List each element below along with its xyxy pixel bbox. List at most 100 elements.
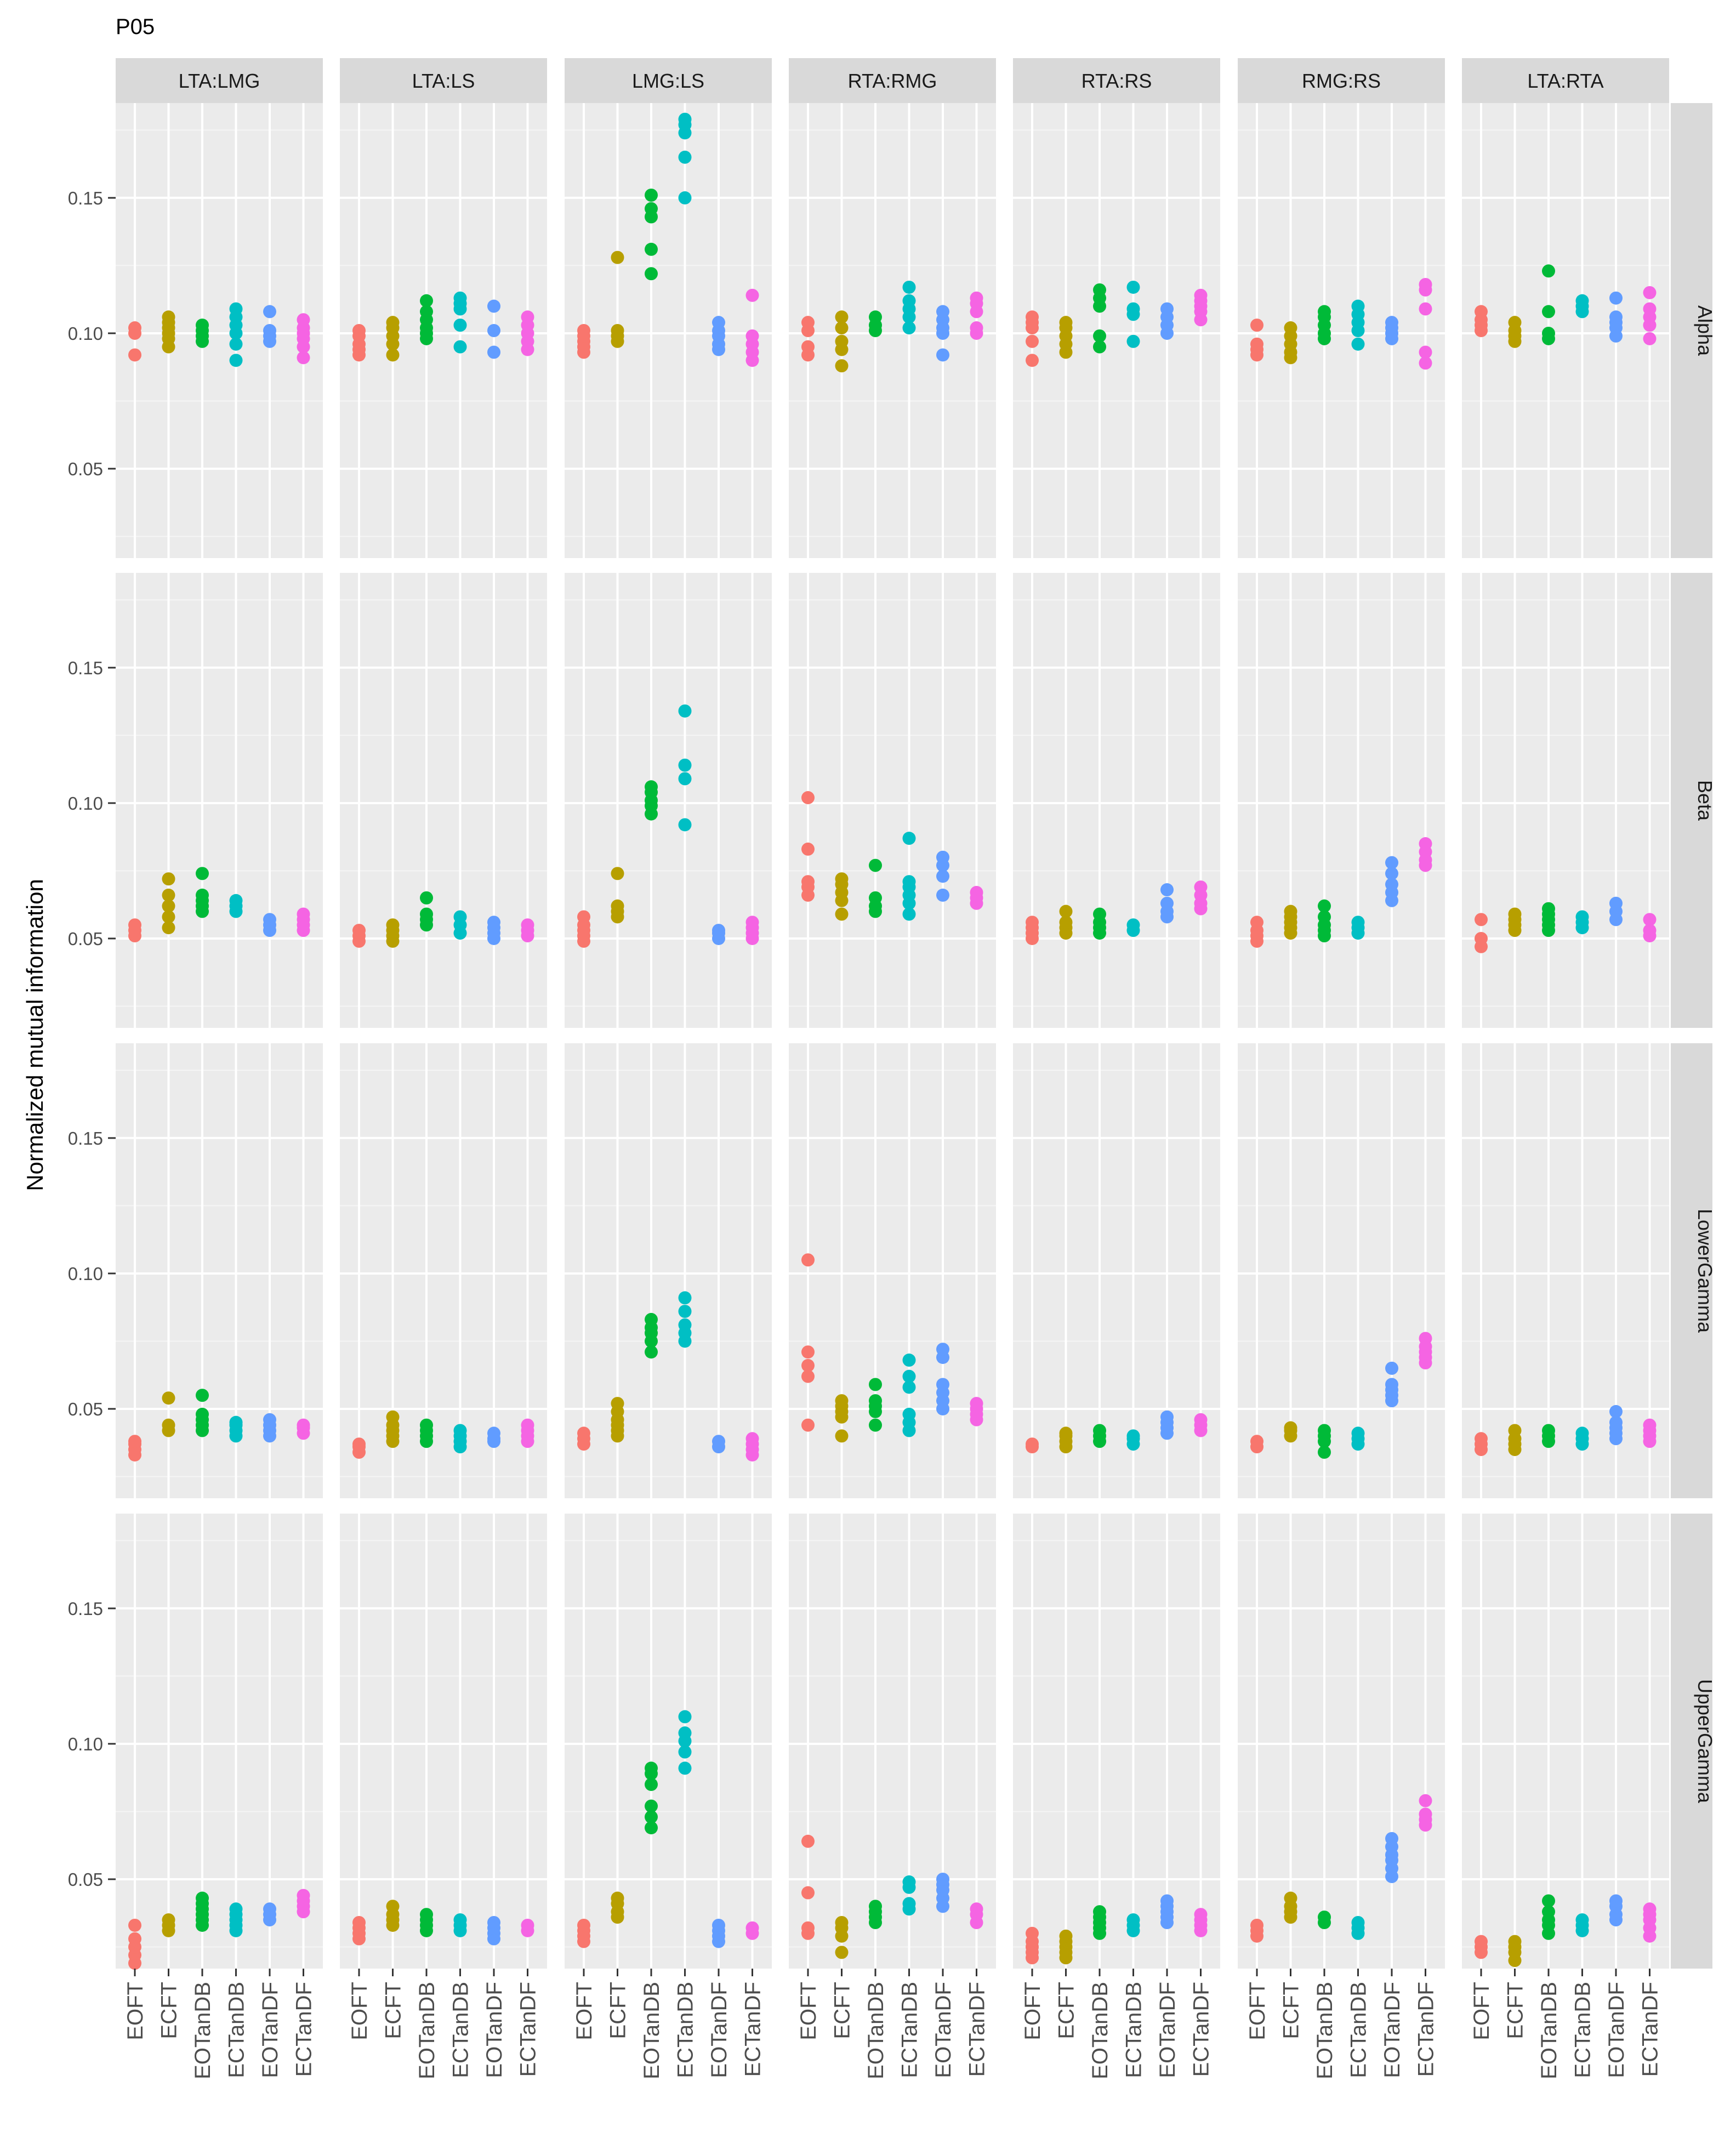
panel-alpha-rta-rmg xyxy=(789,103,996,558)
panel-lowergamma-rmg-rs xyxy=(1238,1043,1445,1498)
data-point-ectandb xyxy=(229,302,243,316)
data-point-eoft xyxy=(1250,319,1263,332)
facet-strip-lowergamma xyxy=(1671,1043,1712,1498)
data-point-eotandb xyxy=(645,1778,658,1792)
data-point-ectandf xyxy=(745,329,759,343)
data-point-eotandb xyxy=(869,1378,882,1391)
data-point-eotandb xyxy=(869,891,882,905)
data-point-eotandb xyxy=(1542,1424,1555,1437)
x-tick-label: EOFT xyxy=(796,1982,821,2040)
data-point-ectandb xyxy=(1126,334,1140,348)
data-point-eoft xyxy=(1026,916,1039,929)
data-point-eoft xyxy=(1250,1918,1263,1932)
data-point-eotandf xyxy=(1609,291,1623,305)
panel-background xyxy=(789,1043,996,1498)
data-point-ectandb xyxy=(229,354,243,367)
x-tick-label: EOTanDB xyxy=(415,1982,439,2079)
data-point-ectandb xyxy=(453,1424,467,1437)
data-point-eoft xyxy=(801,1886,815,1900)
data-point-ecft xyxy=(611,324,624,337)
data-point-eotandb xyxy=(196,1891,209,1905)
data-point-ectandb xyxy=(678,112,692,126)
x-tick-label: ECTanDF xyxy=(1189,1982,1214,2077)
data-point-ectandb xyxy=(1575,910,1589,924)
data-point-ectandf xyxy=(1419,302,1432,316)
data-point-ectandb xyxy=(678,1318,692,1332)
facet-strip-uppergamma xyxy=(1671,1514,1712,1969)
data-point-eotandb xyxy=(869,1394,882,1408)
data-point-ecft xyxy=(162,1391,175,1405)
data-point-eotandf xyxy=(263,1413,276,1426)
panel-beta-rta-rs xyxy=(1013,573,1220,1028)
data-point-eotandb xyxy=(1093,1905,1106,1919)
panel-background xyxy=(1013,1043,1220,1498)
data-point-eotandb xyxy=(1542,305,1555,319)
data-point-eotandf xyxy=(487,1916,500,1930)
data-point-ectandb xyxy=(678,818,692,832)
data-point-ectandf xyxy=(1643,913,1657,926)
data-point-ectandb xyxy=(1351,337,1365,351)
data-point-eoft xyxy=(1475,305,1488,319)
data-point-eotandf xyxy=(1385,1378,1398,1391)
data-point-ectandf xyxy=(1643,302,1657,316)
panel-background xyxy=(789,573,996,1028)
data-point-eoft xyxy=(128,1435,141,1448)
x-tick-label: EOTanDF xyxy=(258,1982,282,2078)
data-point-ectandb xyxy=(453,340,467,354)
data-point-ectandb xyxy=(1575,1913,1589,1927)
data-point-eotandf xyxy=(487,345,500,359)
data-point-ectandb xyxy=(229,894,243,907)
data-point-eoft xyxy=(1475,1432,1488,1446)
facet-strip-lmg-ls xyxy=(565,58,772,103)
panel-beta-lta-rta xyxy=(1462,573,1669,1028)
data-point-eoft xyxy=(128,321,141,335)
data-point-eotandf xyxy=(1385,878,1398,891)
data-point-eotandb xyxy=(1093,283,1106,297)
data-point-eotandf xyxy=(487,1426,500,1440)
data-point-ecft xyxy=(835,359,849,373)
data-point-ectandf xyxy=(521,1418,534,1432)
data-point-eoft xyxy=(801,1369,815,1383)
data-point-ectandb xyxy=(902,1875,916,1889)
panel-lowergamma-rta-rs xyxy=(1013,1043,1220,1498)
x-tick-label: ECTanDB xyxy=(225,1982,249,2078)
data-point-ectandf xyxy=(1194,880,1208,894)
data-point-eotandf xyxy=(1160,1894,1174,1908)
x-tick-label: EOFT xyxy=(572,1982,596,2040)
x-tick-label: ECTanDF xyxy=(292,1982,316,2077)
data-point-ectandb xyxy=(902,875,916,889)
data-point-ecft xyxy=(835,321,849,335)
data-point-eotandf xyxy=(1385,856,1398,869)
panel-background xyxy=(1462,1514,1669,1969)
data-point-eotandb xyxy=(1093,907,1106,921)
data-point-ectandb xyxy=(1126,1429,1140,1443)
panel-uppergamma-rta-rs xyxy=(1013,1514,1220,1969)
data-point-ecft xyxy=(611,867,624,880)
data-point-eotandf xyxy=(1609,1894,1623,1908)
panel-beta-rmg-rs xyxy=(1238,573,1445,1028)
data-point-eotandb xyxy=(1093,340,1106,354)
panel-beta-lta-lmg xyxy=(116,573,323,1028)
y-tick-label: 0.10 xyxy=(68,1734,103,1754)
data-point-eotandf xyxy=(263,324,276,337)
data-point-ectandf xyxy=(1419,345,1432,359)
panel-beta-lta-ls xyxy=(340,573,547,1028)
data-point-eotandb xyxy=(1093,1424,1106,1437)
data-point-eoft xyxy=(801,340,815,354)
data-point-eotandf xyxy=(936,1343,949,1356)
data-point-eotandb xyxy=(869,858,882,872)
data-point-eotandb xyxy=(420,305,433,319)
data-point-ectandf xyxy=(1194,288,1208,302)
data-point-ectandb xyxy=(902,1380,916,1394)
panel-background xyxy=(1238,103,1445,558)
data-point-ecft xyxy=(386,1900,400,1913)
data-point-eoft xyxy=(801,1358,815,1372)
data-point-ectandb xyxy=(678,1710,692,1724)
data-point-eoft xyxy=(577,1918,590,1932)
data-point-eotandb xyxy=(645,1761,658,1775)
y-tick-label: 0.10 xyxy=(68,793,103,814)
panel-background xyxy=(340,573,547,1028)
data-point-ecft xyxy=(162,310,175,324)
data-point-ecft xyxy=(1059,316,1073,329)
data-point-ectandf xyxy=(970,291,983,305)
